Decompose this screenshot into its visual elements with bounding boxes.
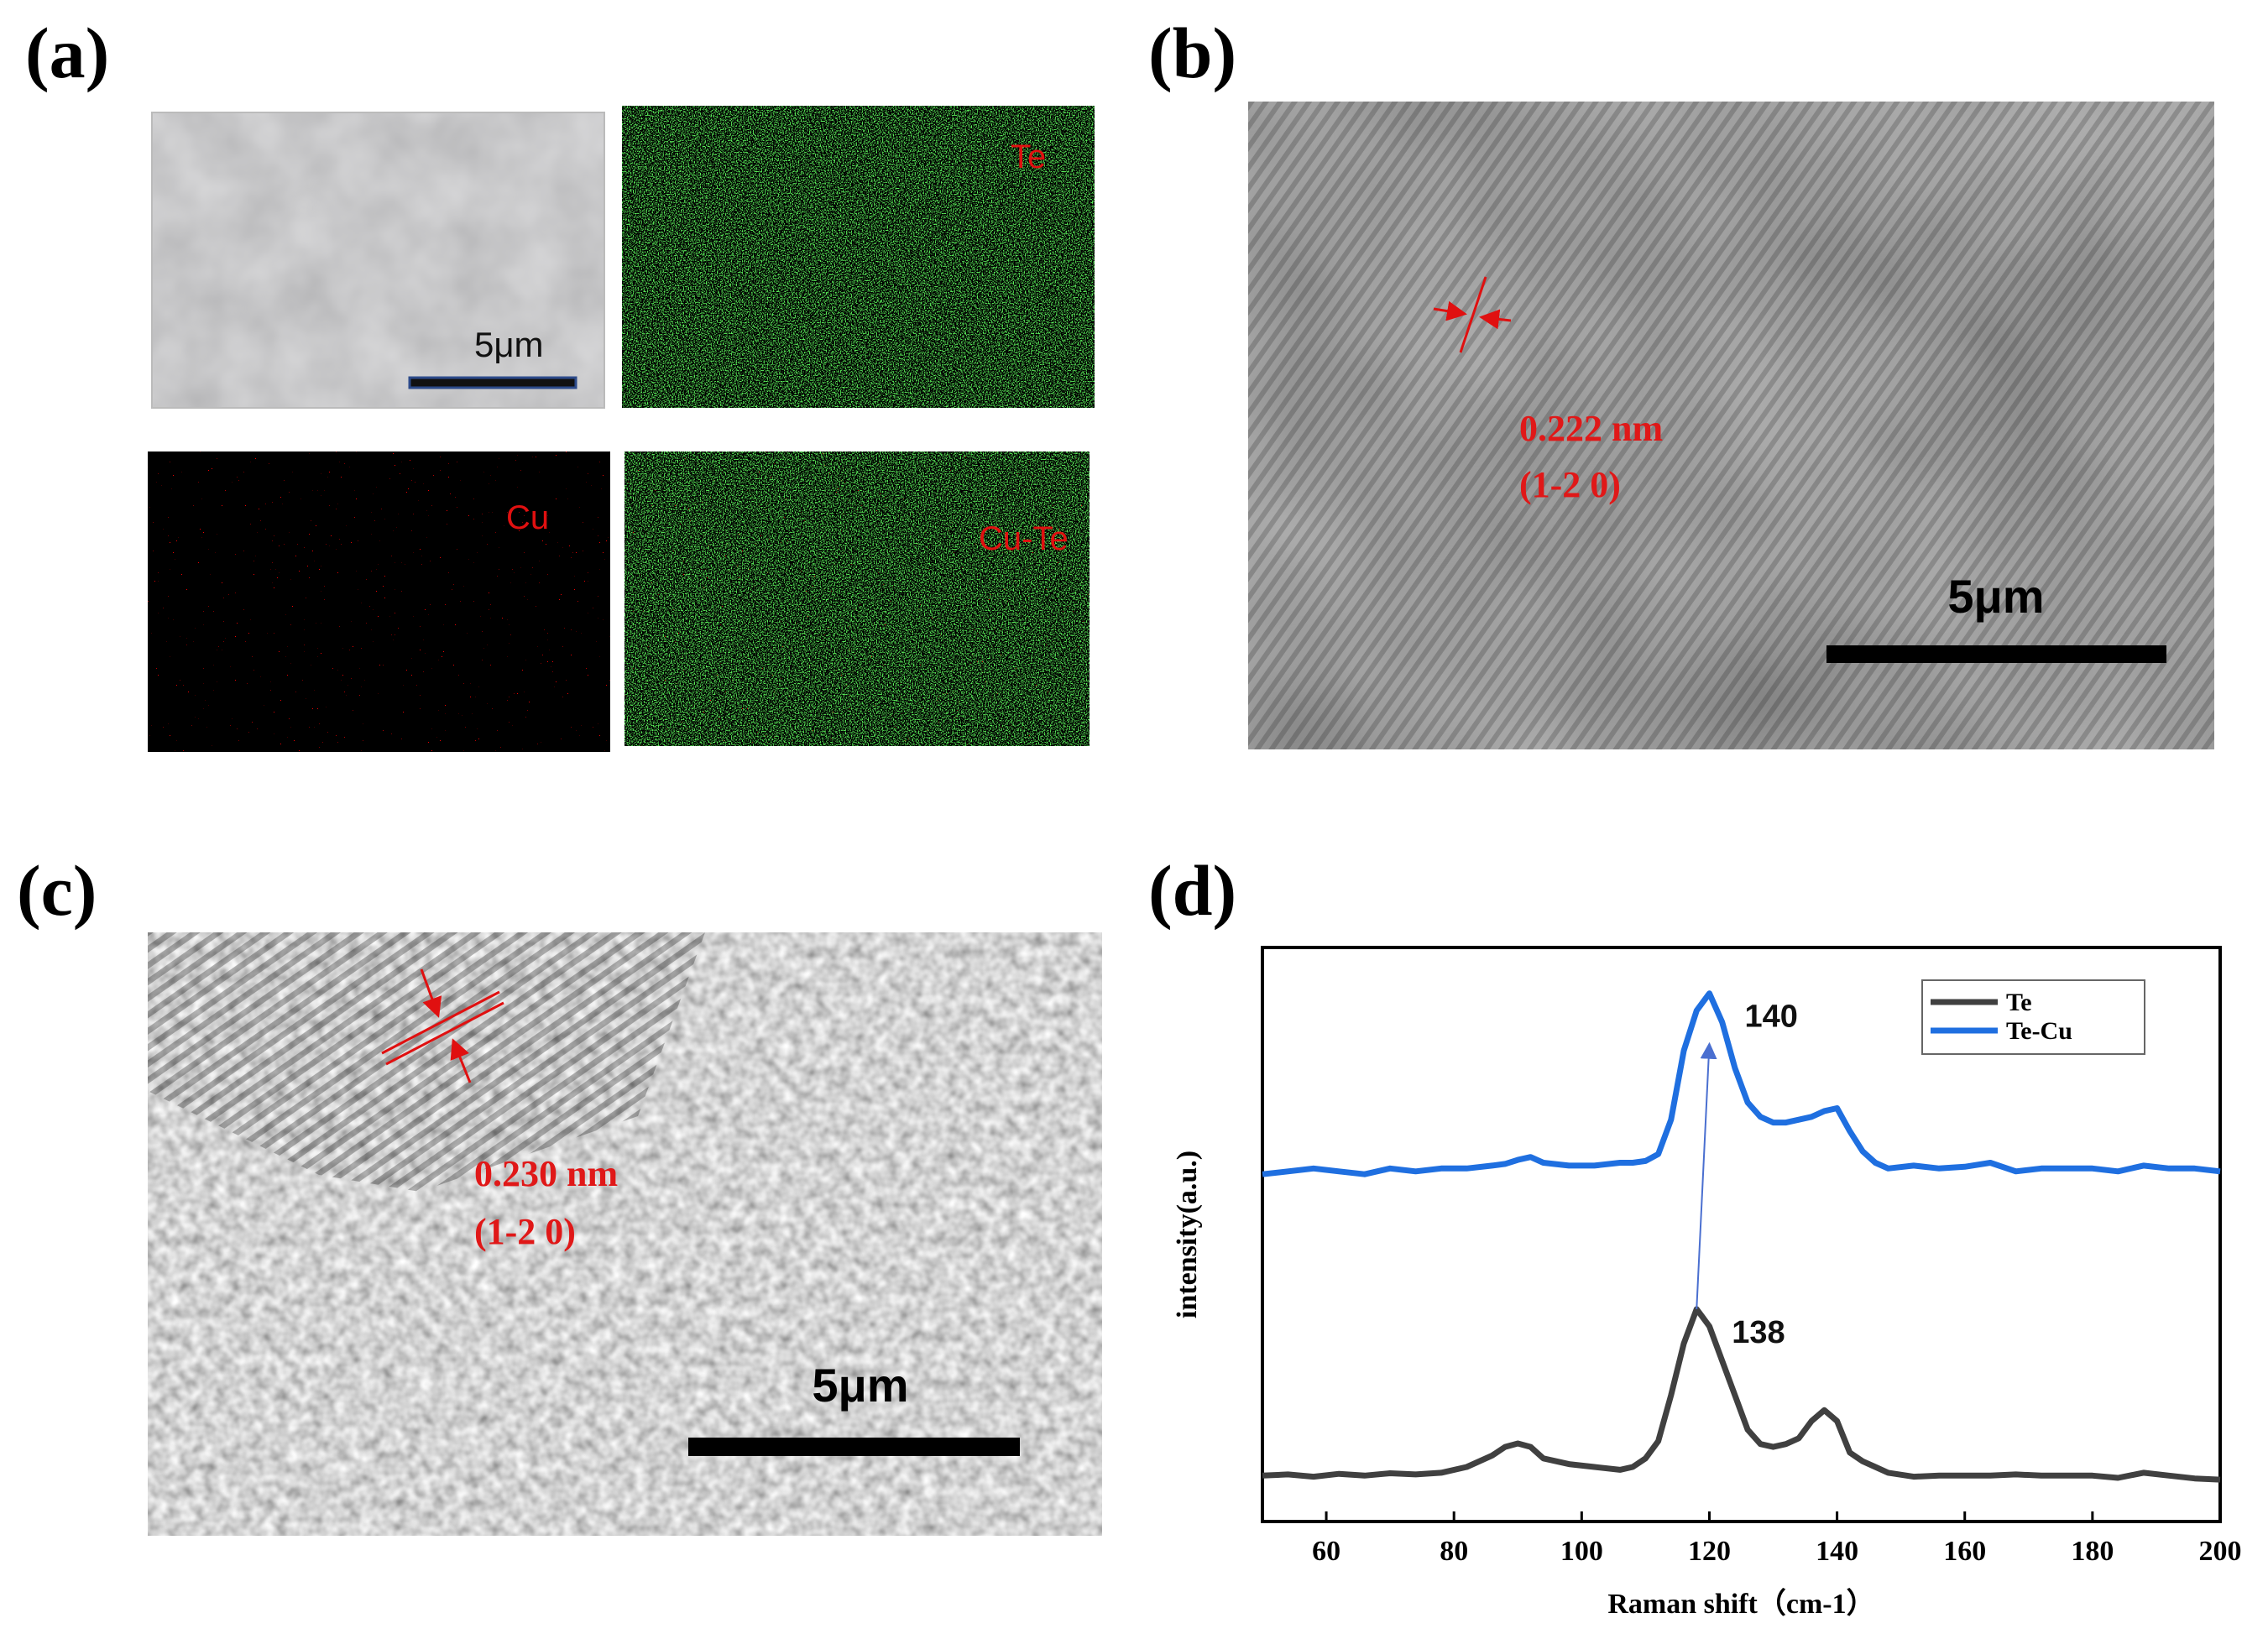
fringe-marker [381,990,500,1055]
x-tick-label: 60 [1312,1536,1340,1567]
fringe-arrow [1479,309,1512,330]
y-axis-label: intensity(a.u.) [1172,1151,1203,1318]
panel-label: (a) [25,13,109,93]
lattice-fringes [148,932,705,1192]
fringe-arrow [450,1038,472,1083]
peak-label: 138 [1732,1315,1785,1350]
legend-box [1921,979,2145,1055]
spacing-text: 0.222 nm [1519,408,1663,449]
plane-text: (1-2 0) [474,1211,576,1252]
x-tick-label: 140 [1816,1536,1858,1567]
sem-image [152,112,604,408]
fringe-arrow [1433,300,1467,321]
legend-label: Te [2006,989,2032,1016]
scale-bar-text: 5μm [1947,570,2044,623]
map-label: Te [1011,138,1046,175]
te-map-dots [622,106,1095,408]
panel-label: (b) [1148,13,1236,93]
raman-chart: 60 80 100 120 140 160 180 200 Raman shift（cm-1） i… [1172,946,2242,1620]
image-frame [151,112,605,409]
peak-label: 140 [1744,1000,1797,1035]
cu-map-dots [148,452,610,752]
legend-label: Te-Cu [2006,1017,2072,1045]
x-tick-label: 100 [1560,1536,1603,1567]
lattice-fringes [1248,102,2214,749]
scale-bar [1826,645,2166,663]
map-label: Cu [506,499,549,536]
x-tick-label: 180 [2071,1536,2114,1567]
shift-arrow [1696,1041,1717,1309]
x-axis-label: Raman shift（cm-1） [1607,1587,1874,1620]
scale-bar-text: 5μm [812,1359,908,1412]
map-label: Cu-Te [979,520,1069,557]
series-line [1262,990,2221,1177]
scale-bar-text: 5μm [474,325,544,364]
plane-text: (1-2 0) [1519,464,1621,505]
cute-map-green [624,452,1090,746]
spacing-text: 0.230 nm [474,1153,618,1194]
scale-bar [408,376,577,389]
x-tick-label: 200 [2199,1536,2242,1567]
plot-frame [1261,946,2222,1523]
scale-bar [688,1438,1020,1456]
x-tick-label: 160 [1943,1536,1986,1567]
fringe-marker [385,1001,504,1066]
panel-label: (c) [17,850,97,931]
series-line [1262,1306,2221,1483]
x-tick-label: 80 [1440,1536,1468,1567]
panel-label: (d) [1148,850,1236,931]
fringe-arrow [420,968,442,1018]
x-tick-label: 120 [1688,1536,1731,1567]
fringe-marker [1459,276,1487,353]
